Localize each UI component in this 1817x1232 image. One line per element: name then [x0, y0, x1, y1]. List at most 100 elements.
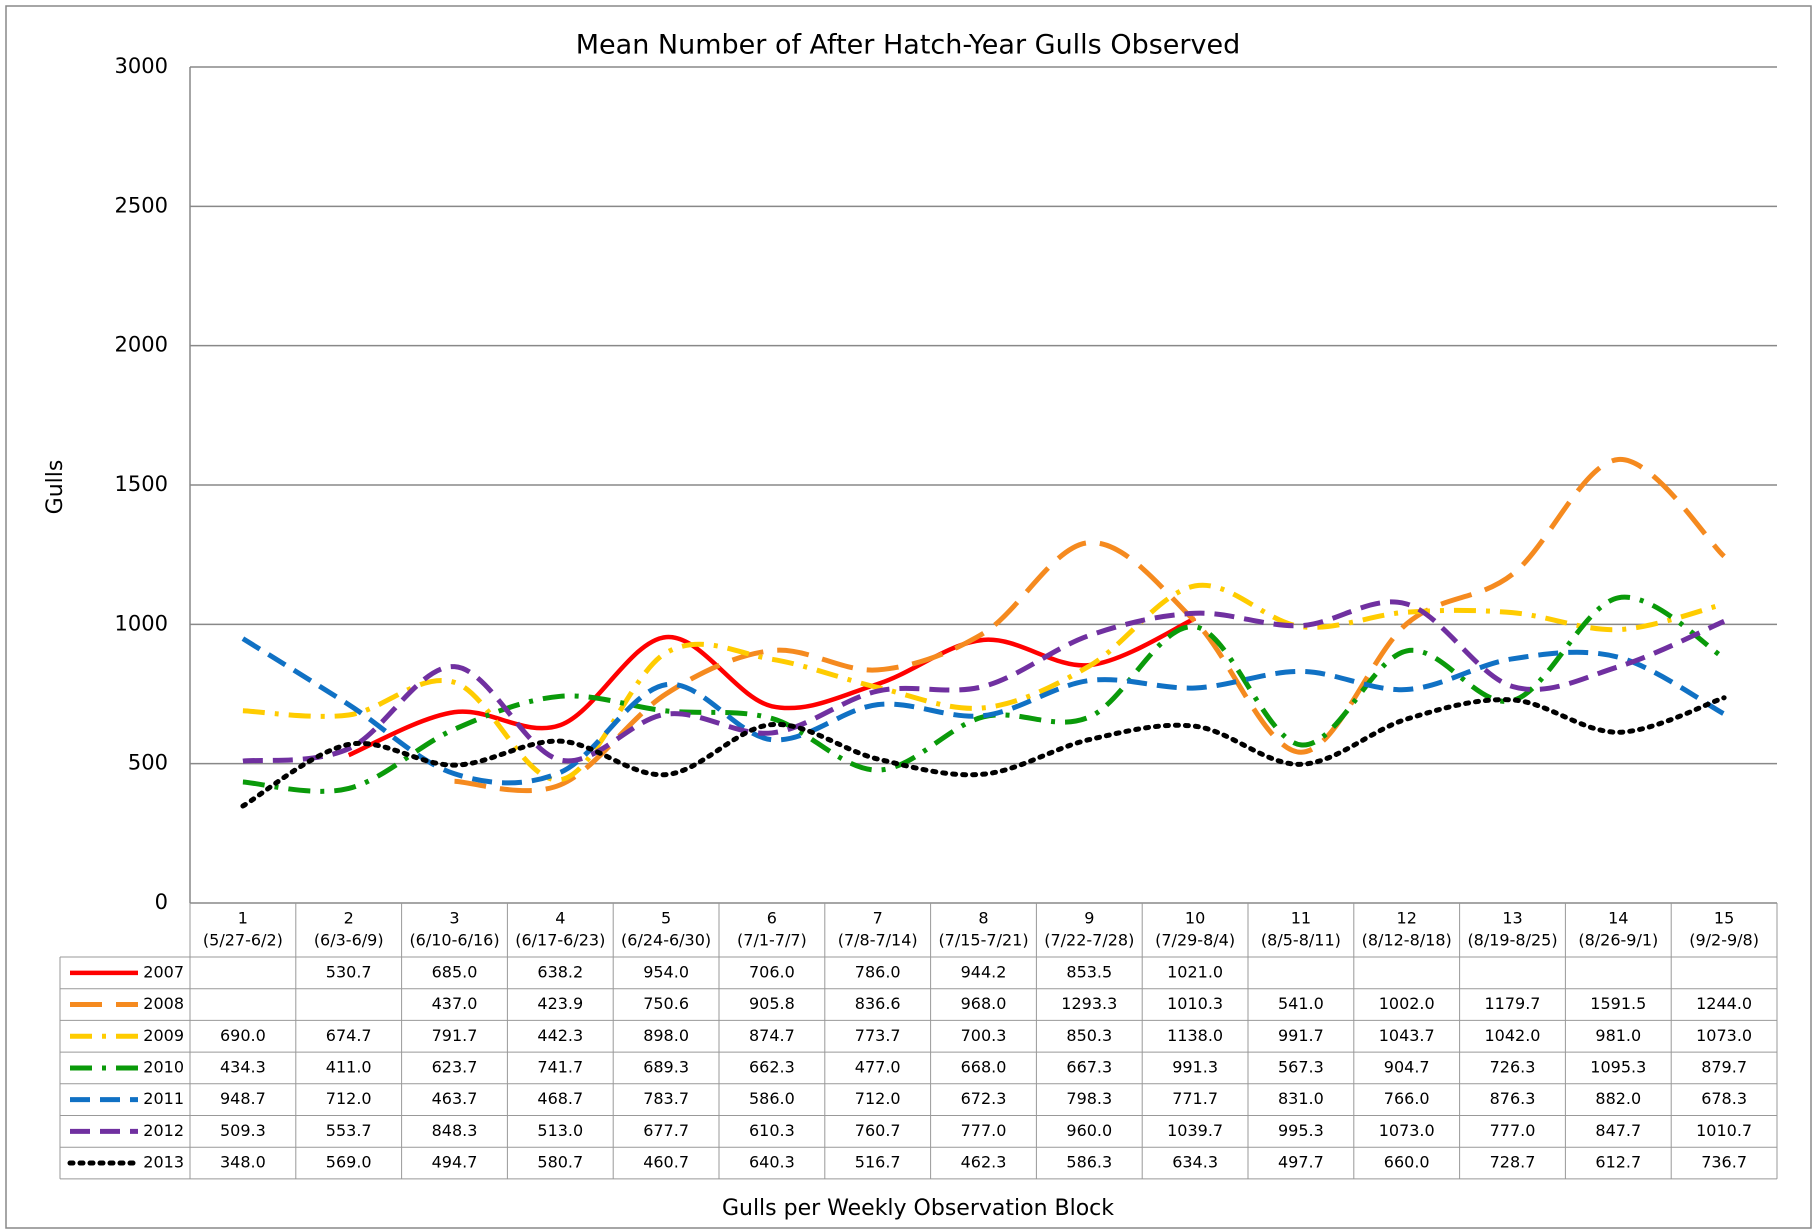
table-value: 586.0: [749, 1089, 795, 1108]
table-value: 411.0: [326, 1057, 372, 1076]
y-tick-label: 500: [128, 751, 168, 775]
table-value: 437.0: [432, 994, 478, 1013]
table-value: 674.7: [326, 1026, 372, 1045]
series-line: [242, 599, 1726, 764]
chart-border: [5, 5, 1812, 1229]
table-value: 1043.7: [1379, 1026, 1435, 1045]
table-value: 904.7: [1384, 1057, 1430, 1076]
table-value: 850.3: [1066, 1026, 1112, 1045]
table-value: 586.3: [1066, 1153, 1112, 1172]
table-value: 634.3: [1172, 1153, 1218, 1172]
table-value: 712.0: [855, 1089, 901, 1108]
x-tick-label: 4: [555, 909, 565, 928]
table-value: 836.6: [855, 994, 901, 1013]
table-value: 848.3: [432, 1121, 478, 1140]
table-value: 668.0: [961, 1057, 1007, 1076]
table-value: 442.3: [537, 1026, 583, 1045]
table-value: 728.7: [1490, 1153, 1536, 1172]
x-tick-label: 11: [1291, 909, 1311, 928]
table-value: 791.7: [432, 1026, 478, 1045]
table-value: 1021.0: [1167, 962, 1223, 981]
y-tick-label: 2000: [115, 333, 168, 357]
table-value: 434.3: [220, 1057, 266, 1076]
table-value: 1073.0: [1696, 1026, 1752, 1045]
table-value: 672.3: [961, 1089, 1007, 1108]
legend-label: 2012: [143, 1121, 184, 1140]
table-value: 497.7: [1278, 1153, 1324, 1172]
table-value: 726.3: [1490, 1057, 1536, 1076]
table-value: 494.7: [432, 1153, 478, 1172]
table-value: 847.7: [1595, 1121, 1641, 1140]
table-value: 777.0: [961, 1121, 1007, 1140]
table-value: 553.7: [326, 1121, 372, 1140]
x-tick-range: (6/10-6/16): [409, 931, 499, 950]
table-value: 662.3: [749, 1057, 795, 1076]
table-value: 948.7: [220, 1089, 266, 1108]
x-tick-range: (6/3-6/9): [314, 931, 384, 950]
table-value: 954.0: [643, 962, 689, 981]
y-axis-label: Gulls: [43, 460, 68, 515]
table-value: 685.0: [432, 962, 478, 981]
x-tick-range: (7/8-7/14): [838, 931, 918, 950]
series-line: [242, 594, 1726, 794]
table-value: 991.7: [1278, 1026, 1324, 1045]
table-value: 567.3: [1278, 1057, 1324, 1076]
y-tick-label: 3000: [115, 54, 168, 78]
table-value: 580.7: [537, 1153, 583, 1172]
x-tick-label: 3: [449, 909, 459, 928]
table-value: 1179.7: [1485, 994, 1541, 1013]
table-value: 766.0: [1384, 1089, 1430, 1108]
table-value: 477.0: [855, 1057, 901, 1076]
table-value: 882.0: [1595, 1089, 1641, 1108]
table-value: 1591.5: [1590, 994, 1646, 1013]
table-value: 706.0: [749, 962, 795, 981]
x-tick-label: 2: [344, 909, 354, 928]
series-line: [241, 636, 1726, 786]
table-value: 462.3: [961, 1153, 1007, 1172]
legend-label: 2007: [143, 962, 184, 981]
table-value: 898.0: [643, 1026, 689, 1045]
table-value: 741.7: [537, 1057, 583, 1076]
x-tick-range: (8/12-8/18): [1362, 931, 1452, 950]
x-tick-label: 13: [1502, 909, 1522, 928]
table-value: 995.3: [1278, 1121, 1324, 1140]
y-tick-label: 2500: [115, 193, 168, 217]
legend-label: 2008: [143, 994, 184, 1013]
table-value: 623.7: [432, 1057, 478, 1076]
table-value: 736.7: [1701, 1153, 1747, 1172]
table-value: 783.7: [643, 1089, 689, 1108]
table-value: 1042.0: [1485, 1026, 1541, 1045]
table-value: 667.3: [1066, 1057, 1112, 1076]
table-value: 876.3: [1490, 1089, 1536, 1108]
table-value: 991.3: [1172, 1057, 1218, 1076]
table-value: 516.7: [855, 1153, 901, 1172]
table-value: 509.3: [220, 1121, 266, 1140]
table-value: 968.0: [961, 994, 1007, 1013]
x-axis-label: Gulls per Weekly Observation Block: [722, 1196, 1114, 1221]
x-tick-range: (6/24-6/30): [621, 931, 711, 950]
legend-label: 2011: [143, 1089, 184, 1108]
x-tick-label: 9: [1084, 909, 1094, 928]
table-value: 771.7: [1172, 1089, 1218, 1108]
table-value: 1002.0: [1379, 994, 1435, 1013]
x-tick-range: (8/26-9/1): [1578, 931, 1658, 950]
table-value: 690.0: [220, 1026, 266, 1045]
y-tick-label: 1000: [115, 611, 168, 635]
table-value: 612.7: [1595, 1153, 1641, 1172]
x-tick-label: 12: [1397, 909, 1417, 928]
x-tick-range: (5/27-6/2): [203, 931, 283, 950]
chart-title: Mean Number of After Hatch-Year Gulls Ob…: [576, 30, 1240, 61]
x-tick-range: (7/1-7/7): [737, 931, 807, 950]
x-tick-label: 15: [1714, 909, 1734, 928]
x-tick-label: 14: [1608, 909, 1628, 928]
table-value: 689.3: [643, 1057, 689, 1076]
table-value: 777.0: [1490, 1121, 1536, 1140]
y-tick-label: 1500: [115, 472, 168, 496]
table-value: 678.3: [1701, 1089, 1747, 1108]
legend-label: 2010: [143, 1057, 184, 1076]
series-line: [347, 616, 1197, 758]
table-value: 760.7: [855, 1121, 901, 1140]
x-tick-range: (6/17-6/23): [515, 931, 605, 950]
table-value: 879.7: [1701, 1057, 1747, 1076]
x-tick-label: 5: [661, 909, 671, 928]
